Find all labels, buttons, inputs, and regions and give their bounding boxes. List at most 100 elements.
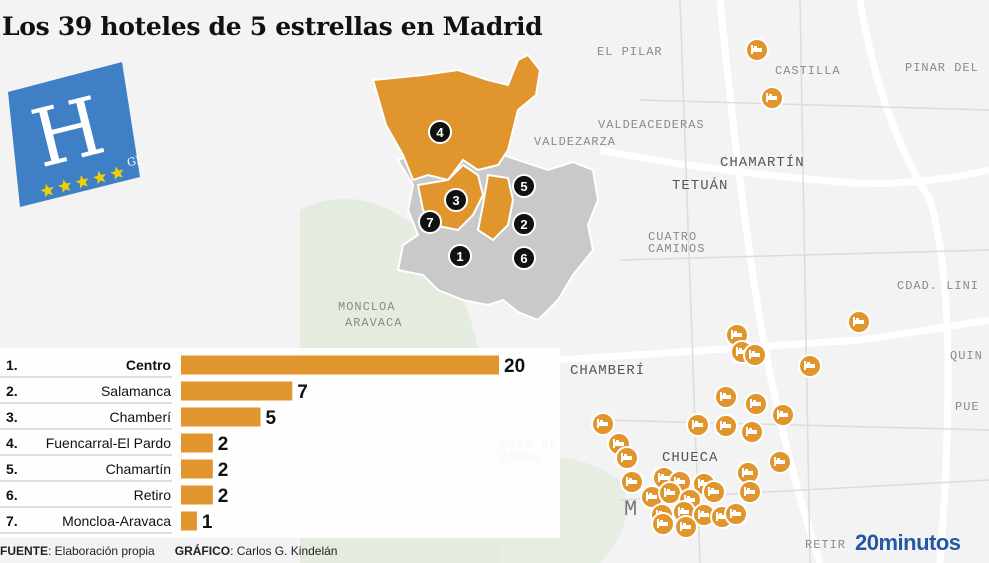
svg-text:4: 4 [436,125,444,140]
hotel-bed-icon [702,480,726,504]
category-label: Retiro [134,487,172,503]
svg-text:5: 5 [520,179,527,194]
hotel-bed-icon [736,461,760,485]
map-place-label: VALDEACEDERAS [598,118,705,132]
rank-label: 2. [6,383,18,399]
hotel-bed-icon [760,86,784,110]
value-label: 2 [218,434,229,455]
district-marker-7: 7 [418,210,442,234]
minor-roads [599,0,989,563]
value-label: 5 [266,408,277,429]
source-label: FUENTE [0,544,48,558]
rank-label: 3. [6,409,18,425]
logo-plate [8,62,140,207]
hotel-bed-icon [615,446,639,470]
category-label: Chamberí [110,409,172,425]
logo-star [40,183,54,198]
category-label: Chamartín [106,461,171,477]
map-place-label: PUE [955,400,980,414]
svg-text:2: 2 [520,217,527,232]
hotel-bed-icon [743,343,767,367]
map-place-label: QUIN [950,349,983,363]
map-place-label: CDAD. LINI [897,279,979,293]
logo-star [75,175,89,189]
logo-star [92,170,106,185]
hotel-bed-icon [620,470,644,494]
value-label: 1 [202,512,213,533]
map-place-label: CHUECA [662,450,718,466]
hotel-bed-icon [686,413,710,437]
map-place-label: EL PILAR [597,45,663,59]
hotel-bed-icon [738,480,762,504]
hotel-bed-icon [714,414,738,438]
rank-label: 6. [6,487,18,503]
chart-panel [0,348,560,538]
district-marker-1: 1 [448,244,472,268]
roads [559,0,989,563]
map-place-label: TETUÁN [672,176,728,194]
map-place-label: CAMINOS [648,242,705,256]
hotel-bed-icon [745,38,769,62]
category-label: Centro [126,357,171,373]
logo-star [58,179,72,193]
hotel-bed-icon [768,450,792,474]
district-fuencarral [371,53,542,182]
logo-stars [40,166,124,198]
hotel-bed-icon [724,502,748,526]
hotel-bed-icon [640,485,664,509]
source-text: : Elaboración propia [48,544,155,558]
hotel-bed-icon [651,512,675,536]
hotel-bed-icon [847,310,871,334]
credits: FUENTE: Elaboración propia GRÁFICO: Carl… [0,544,337,558]
hotel-bed-icon [692,503,716,527]
district-marker-6: 6 [512,246,536,270]
graphic-text: : Carlos G. Kindelán [230,544,338,558]
hotel-bed-icon [740,420,764,444]
map-place-label: ARAVACA [345,316,402,330]
rank-label: 1. [6,357,18,373]
hotel-bed-icon [674,515,698,539]
district-markers: 1 2 3 4 5 6 7 [418,120,536,270]
district-marker-3: 3 [444,188,468,212]
value-label: 2 [218,460,229,481]
svg-text:6: 6 [520,251,527,266]
bar [181,433,213,453]
category-label: Fuencarral-El Pardo [46,435,171,451]
district-marker-4: 4 [428,120,452,144]
district-east [476,173,515,242]
district-map: 1 2 3 4 5 6 7 [371,53,600,322]
logo-star [110,166,124,180]
bar [181,459,213,479]
rank-label: 5. [6,461,18,477]
bar [181,355,499,375]
hotel-bed-icon [591,412,615,436]
rank-label: 4. [6,435,18,451]
category-label: Salamanca [101,383,171,399]
map-place-label: PINAR DEL [905,61,979,75]
value-label: 2 [218,486,229,507]
district-marker-2: 2 [512,212,536,236]
svg-text:1: 1 [456,249,463,264]
map-place-label: CHAMARTÍN [720,153,805,171]
graphic-label: GRÁFICO [174,544,231,558]
category-label: Moncloa-Aravaca [62,513,171,529]
map-place-label: MONCLOA [338,300,395,314]
map-place-label: CHAMBERÍ [570,361,645,379]
bar-chart: 1. Centro 20 2. Salamanca 7 3. Chamberí 5 4. Fuenc… [0,355,525,534]
svg-text:3: 3 [452,193,459,208]
bar [181,485,213,505]
map-place-label: RETIR [805,538,846,552]
hotel-markers [591,38,871,539]
bar [181,407,261,427]
rank-label: 7. [6,513,18,529]
map-place-label: CUATRO [648,230,697,244]
page-title: Los 39 hoteles de 5 estrellas en Madrid [2,12,543,41]
bar [181,511,197,531]
map-place-label: VALDEZARZA [534,135,616,149]
hotel-bed-icon [771,403,795,427]
svg-text:7: 7 [426,215,433,230]
bar [181,381,293,401]
map-place-label: CASTILLA [775,64,841,78]
hotel-bed-icon [744,392,768,416]
